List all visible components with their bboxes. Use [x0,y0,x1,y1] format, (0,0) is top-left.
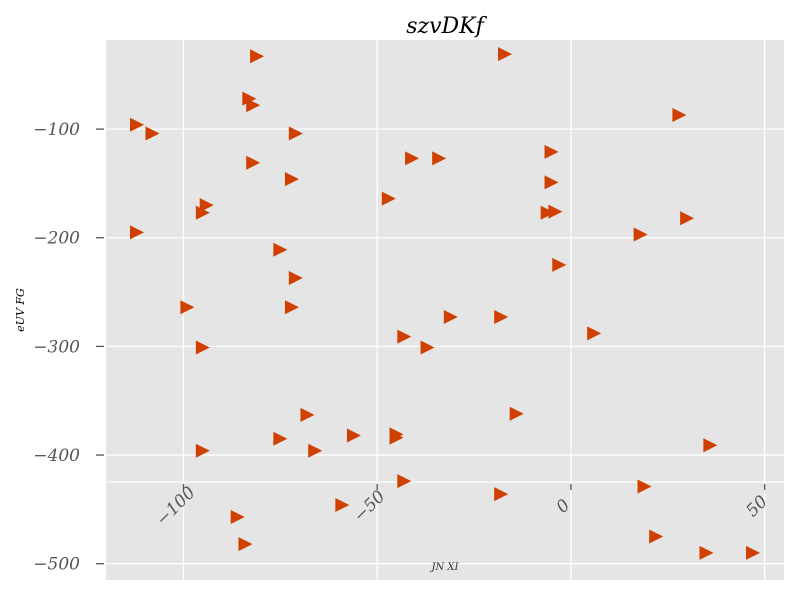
data-point [680,211,695,226]
data-point [494,310,509,325]
y-tick-label: −300 [33,337,80,357]
data-point [308,443,323,458]
data-point [587,326,602,341]
data-point [195,205,210,220]
data-point [273,431,288,446]
data-point [637,479,652,494]
data-point [246,155,261,170]
data-point [180,300,195,315]
data-point [389,430,404,445]
data-point [509,406,524,421]
data-point [284,172,299,187]
data-point [746,545,761,560]
data-point [432,151,447,166]
data-point [544,175,559,190]
data-point [405,151,420,166]
data-point [195,443,210,458]
data-point [230,509,245,524]
data-point [443,310,458,325]
data-point [420,340,435,355]
data-point [494,487,509,502]
data-point [544,144,559,159]
grid-lines [106,40,784,580]
data-point [288,126,303,141]
data-point [129,225,144,240]
y-tick-label: −100 [33,120,80,140]
y-axis-label: eUV FG [14,288,27,332]
data-point [540,205,555,220]
data-point [649,529,664,544]
plot-background [106,40,784,580]
data-point [284,300,299,315]
data-point [552,257,567,272]
data-point [238,537,253,552]
data-point [633,227,648,242]
data-point [548,204,563,219]
data-point [672,107,687,122]
data-point [195,340,210,355]
y-tick-label: −200 [33,229,80,249]
data-point [145,126,160,141]
y-tick-label: −400 [33,446,80,466]
data-point [242,91,257,106]
data-points [129,47,761,560]
data-point [397,474,412,489]
chart-title: szvDKf [406,14,487,39]
data-point [129,117,144,132]
data-point [300,407,315,422]
data-point [250,49,265,64]
data-point [699,545,714,560]
data-point [346,428,361,443]
x-axis-label: JN XI [429,562,459,573]
data-point [246,98,261,113]
data-point [397,329,412,344]
data-point [335,498,350,513]
data-point [273,242,288,257]
data-point [199,198,214,213]
data-point [703,438,718,453]
data-point [381,191,396,206]
data-point [288,270,303,285]
data-point [498,47,513,62]
y-tick-label: −500 [33,555,80,575]
